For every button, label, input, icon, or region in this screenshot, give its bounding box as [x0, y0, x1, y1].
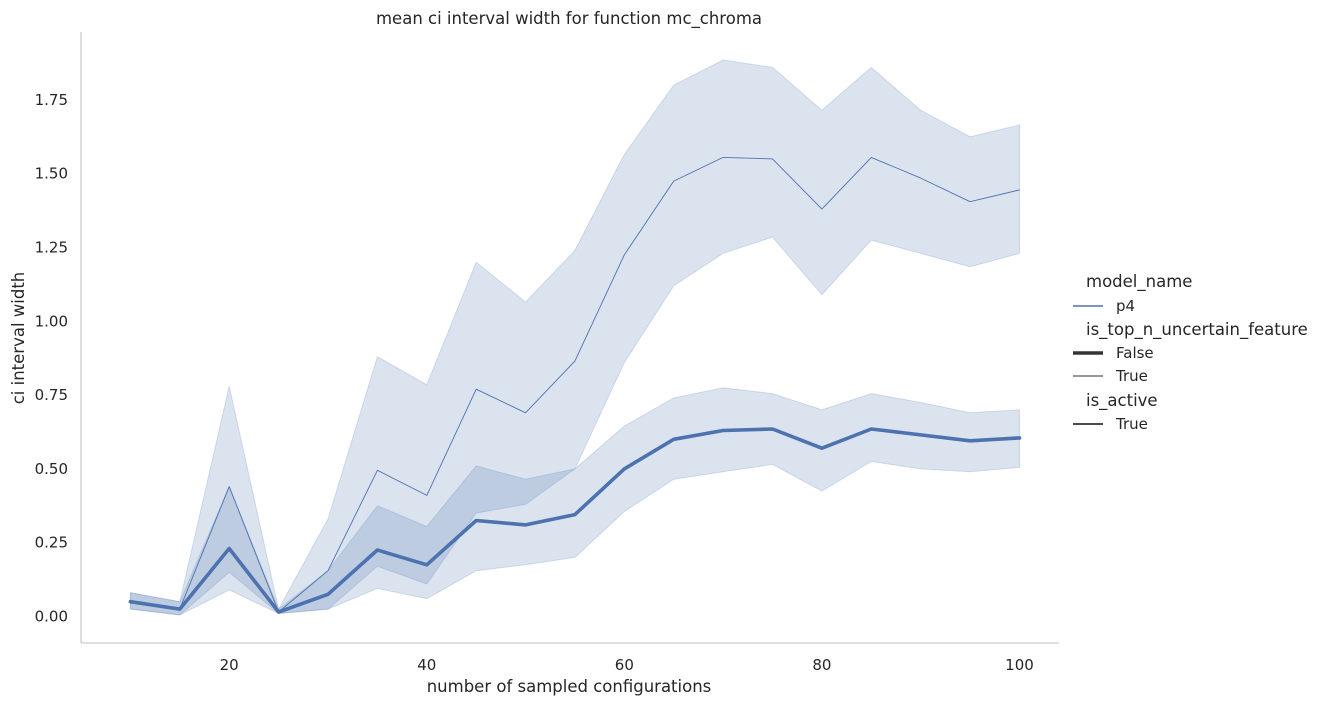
- legend-label: False: [1116, 344, 1154, 362]
- x-tick-label: 100: [1005, 656, 1034, 674]
- x-tick-labels: 20 40 60 80 100: [220, 656, 1034, 674]
- ci-band-false: [129, 387, 1020, 616]
- x-tick-label: 60: [615, 656, 634, 674]
- y-tick-label: 1.75: [35, 91, 68, 109]
- y-axis-label: ci interval width: [9, 272, 28, 405]
- y-tick-label: 1.50: [35, 165, 68, 183]
- x-tick-label: 20: [220, 656, 239, 674]
- ci-band-true: [129, 59, 1020, 616]
- y-tick-label: 0.50: [35, 460, 68, 478]
- x-tick-label: 80: [812, 656, 831, 674]
- y-tick-label: 0.25: [35, 534, 68, 552]
- y-tick-label: 0.00: [35, 607, 68, 625]
- legend: model_name p4 is_top_n_uncertain_feature Fa…: [1073, 272, 1308, 433]
- legend-label: True: [1115, 367, 1148, 385]
- x-tick-label: 40: [417, 656, 436, 674]
- legend-label: True: [1115, 415, 1148, 433]
- chart-title: mean ci interval width for function mc_c…: [376, 9, 762, 29]
- y-tick-labels: 0.00 0.25 0.50 0.75 1.00 1.25 1.50 1.75: [35, 91, 68, 626]
- series-lines: [128, 156, 1022, 614]
- legend-title: is_top_n_uncertain_feature: [1086, 320, 1308, 340]
- legend-title: is_active: [1086, 391, 1158, 411]
- confidence-bands: [129, 59, 1020, 616]
- series-line-true: [129, 156, 1020, 613]
- x-axis-label: number of sampled configurations: [427, 677, 712, 696]
- y-tick-label: 1.25: [35, 238, 68, 256]
- y-tick-label: 1.00: [35, 312, 68, 330]
- legend-title: model_name: [1086, 272, 1192, 292]
- y-tick-label: 0.75: [35, 386, 68, 404]
- legend-label: p4: [1116, 297, 1135, 315]
